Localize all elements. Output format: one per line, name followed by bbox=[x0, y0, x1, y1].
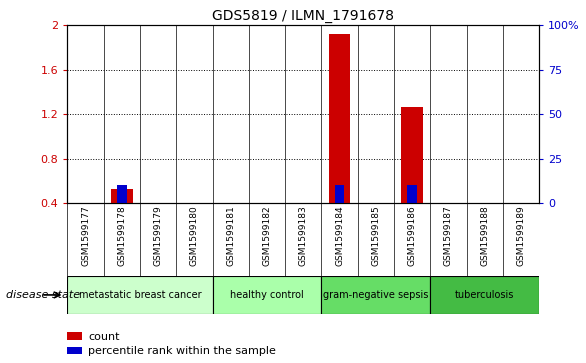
Text: GSM1599183: GSM1599183 bbox=[299, 205, 308, 266]
Bar bbox=[67, 347, 82, 354]
Bar bbox=[67, 276, 213, 314]
Bar bbox=[335, 185, 345, 203]
Text: gram-negative sepsis: gram-negative sepsis bbox=[323, 290, 428, 300]
Bar bbox=[117, 185, 127, 203]
Text: percentile rank within the sample: percentile rank within the sample bbox=[88, 346, 276, 356]
Bar bbox=[430, 276, 539, 314]
Text: count: count bbox=[88, 332, 120, 342]
Text: GSM1599182: GSM1599182 bbox=[263, 205, 271, 266]
Bar bbox=[407, 185, 417, 203]
Bar bbox=[329, 34, 350, 203]
Text: GSM1599185: GSM1599185 bbox=[372, 205, 380, 266]
Text: GSM1599184: GSM1599184 bbox=[335, 205, 344, 266]
Text: GSM1599178: GSM1599178 bbox=[117, 205, 127, 266]
Bar bbox=[321, 276, 430, 314]
Text: tuberculosis: tuberculosis bbox=[455, 290, 515, 300]
Bar bbox=[213, 276, 321, 314]
Text: GSM1599179: GSM1599179 bbox=[154, 205, 162, 266]
Text: metastatic breast cancer: metastatic breast cancer bbox=[79, 290, 201, 300]
Text: GSM1599187: GSM1599187 bbox=[444, 205, 453, 266]
Text: GSM1599186: GSM1599186 bbox=[408, 205, 417, 266]
Text: GSM1599188: GSM1599188 bbox=[480, 205, 489, 266]
Text: GSM1599189: GSM1599189 bbox=[516, 205, 526, 266]
Text: GSM1599177: GSM1599177 bbox=[81, 205, 90, 266]
Text: healthy control: healthy control bbox=[230, 290, 304, 300]
Text: GSM1599180: GSM1599180 bbox=[190, 205, 199, 266]
Bar bbox=[67, 333, 82, 340]
Title: GDS5819 / ILMN_1791678: GDS5819 / ILMN_1791678 bbox=[212, 9, 394, 23]
Text: disease state: disease state bbox=[6, 290, 80, 300]
Text: GSM1599181: GSM1599181 bbox=[226, 205, 235, 266]
Bar bbox=[401, 107, 423, 203]
Bar bbox=[111, 189, 132, 203]
